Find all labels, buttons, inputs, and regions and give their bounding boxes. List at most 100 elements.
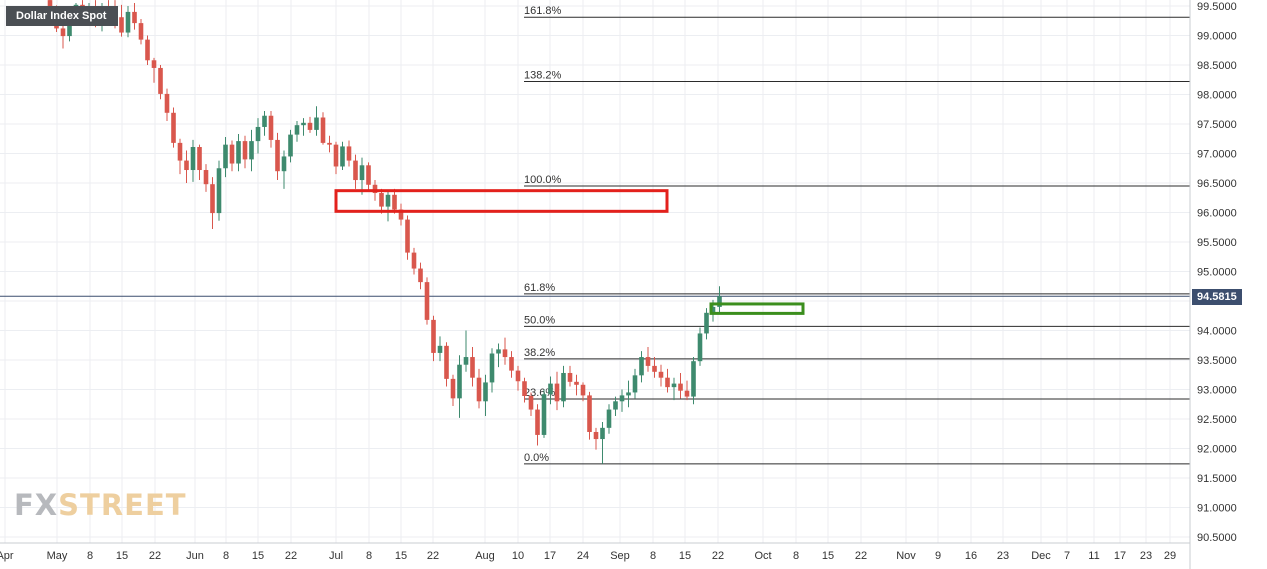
candle-body: [307, 122, 313, 130]
candle: [125, 6, 131, 38]
candle: [320, 112, 326, 145]
candle: [574, 374, 579, 396]
candle-body: [60, 28, 66, 37]
candle-body: [392, 194, 397, 210]
candle-body: [281, 156, 287, 172]
candle: [541, 389, 547, 438]
candle-body: [184, 160, 189, 171]
fib-label: 161.8%: [524, 5, 562, 17]
candle: [145, 35, 150, 65]
candle-body: [502, 349, 508, 358]
candle-body: [639, 357, 644, 376]
candle: [197, 144, 202, 181]
candle-body: [411, 252, 417, 269]
y-tick-label: 90.5000: [1197, 532, 1237, 544]
candle-body: [216, 168, 222, 214]
candle-body: [119, 17, 124, 33]
candle: [658, 364, 664, 387]
candle-body: [301, 122, 306, 126]
candle: [678, 372, 683, 399]
candle: [717, 286, 722, 313]
candle: [626, 380, 631, 408]
candle: [275, 132, 280, 181]
candle-body: [158, 67, 163, 94]
x-tick-label: Oct: [754, 550, 771, 562]
fib-label: 50.0%: [524, 314, 555, 326]
candle: [704, 308, 709, 340]
candle-body: [372, 184, 378, 194]
candle: [392, 188, 397, 214]
candle: [613, 396, 618, 417]
x-tick-label: Jun: [186, 550, 204, 562]
candle-body: [177, 142, 183, 161]
candle-body: [678, 383, 683, 391]
candle: [444, 342, 449, 387]
candle-body: [327, 142, 332, 145]
candle: [119, 4, 124, 37]
fib-label: 0.0%: [524, 452, 549, 464]
y-tick-label: 98.0000: [1197, 90, 1237, 102]
candle: [437, 336, 443, 362]
candle: [509, 351, 514, 378]
candle-body: [346, 146, 352, 161]
y-tick-label: 92.0000: [1197, 444, 1237, 456]
candle: [327, 135, 332, 153]
candle-body: [164, 93, 170, 113]
candle: [639, 351, 644, 383]
y-tick-label: 99.5000: [1197, 1, 1237, 13]
x-tick-label: 23: [997, 550, 1009, 562]
x-tick-label: 16: [965, 550, 977, 562]
x-tick-label: Apr: [0, 550, 14, 562]
candle-body: [268, 115, 274, 140]
x-tick-label: 15: [822, 550, 834, 562]
x-tick-label: 22: [285, 550, 297, 562]
candle-body: [138, 23, 144, 40]
x-tick-label: 22: [712, 550, 724, 562]
candle: [151, 57, 157, 83]
candle: [431, 315, 436, 362]
candle: [242, 135, 248, 169]
fib-label: 100.0%: [524, 174, 562, 186]
candle: [496, 343, 501, 368]
candle: [470, 347, 475, 387]
candle: [587, 391, 592, 440]
fib-label: 61.8%: [524, 282, 555, 294]
watermark-part2: STREET: [58, 488, 187, 522]
candle-body: [704, 312, 709, 334]
fib-label: 138.2%: [524, 70, 562, 82]
y-tick-label: 95.0000: [1197, 267, 1237, 279]
candle-body: [535, 409, 540, 435]
candle-body: [242, 141, 248, 160]
candle-body: [684, 390, 690, 397]
candle: [684, 380, 690, 401]
candle-body: [665, 377, 670, 388]
x-tick-label: 15: [116, 550, 128, 562]
candle: [314, 106, 319, 136]
candle-body: [171, 112, 176, 143]
x-tick-label: 22: [855, 550, 867, 562]
watermark-logo: FXSTREET: [14, 491, 187, 520]
candle-body: [561, 372, 566, 402]
candle-body: [275, 139, 280, 172]
candle-body: [145, 39, 150, 61]
candle: [268, 111, 274, 148]
candle-body: [632, 375, 638, 393]
candle: [307, 116, 313, 133]
candle-body: [366, 165, 371, 185]
candle-body: [320, 117, 326, 143]
candle: [333, 141, 339, 175]
candle: [463, 330, 469, 372]
candle-body: [294, 125, 300, 135]
candle: [665, 368, 670, 393]
candle-body: [509, 357, 514, 371]
x-tick-label: May: [47, 550, 68, 562]
candle-body: [359, 165, 365, 181]
y-tick-label: 96.5000: [1197, 178, 1237, 190]
candle-body: [580, 384, 586, 396]
candle-body: [125, 11, 131, 33]
candle: [301, 118, 306, 136]
y-tick-label: 99.0000: [1197, 31, 1237, 43]
candle: [177, 138, 183, 175]
